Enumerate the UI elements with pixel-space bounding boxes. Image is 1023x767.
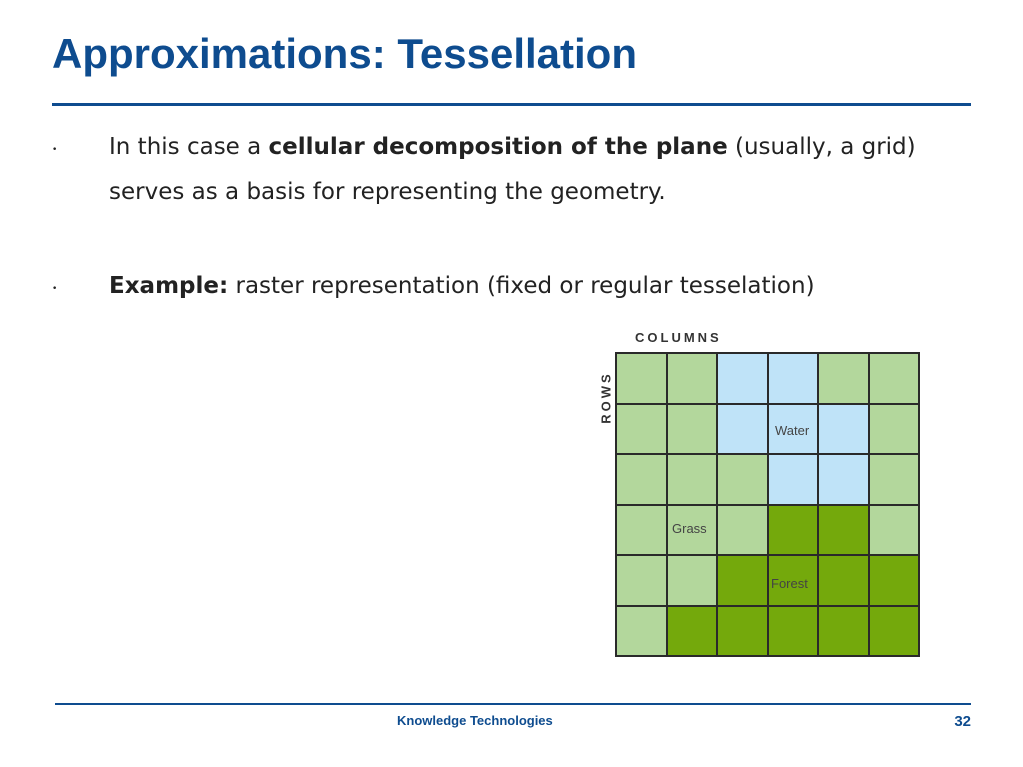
grid-cell-forest xyxy=(818,504,869,555)
grid-cell-grass xyxy=(666,454,717,505)
bullet-2: Example: raster representation (fixed or… xyxy=(109,264,969,309)
grid-cell-grass xyxy=(616,353,667,404)
raster-grid xyxy=(615,352,920,657)
grid-cell-water xyxy=(818,454,869,505)
grid-cell-water xyxy=(767,403,818,454)
grid-cell-grass xyxy=(666,353,717,404)
footer-divider xyxy=(55,703,971,705)
grid-cell-grass xyxy=(868,403,919,454)
forest-label: Forest xyxy=(771,576,808,591)
grid-cell-forest xyxy=(818,555,869,606)
grid-cell-forest xyxy=(666,605,717,656)
columns-label: COLUMNS xyxy=(635,330,722,345)
grid-cell-grass xyxy=(868,504,919,555)
grid-cell-grass xyxy=(616,605,667,656)
grid-cell-water xyxy=(767,454,818,505)
grid-cell-water xyxy=(818,403,869,454)
footer-text: Knowledge Technologies xyxy=(397,713,553,728)
grid-cell-forest xyxy=(868,605,919,656)
grid-cell-grass xyxy=(616,403,667,454)
grid-cell-grass xyxy=(868,454,919,505)
slide-title: Approximations: Tessellation xyxy=(52,30,637,77)
grid-cell-grass xyxy=(818,353,869,404)
grid-cell-grass xyxy=(616,454,667,505)
rows-label: ROWS xyxy=(598,371,614,424)
grid-cell-forest xyxy=(717,555,768,606)
grid-cell-grass xyxy=(666,403,717,454)
grid-cell-water xyxy=(717,403,768,454)
title-divider xyxy=(52,103,971,106)
bullet-1-text: In this case a xyxy=(109,134,269,160)
bullet-icon: • xyxy=(52,284,58,294)
grid-cell-forest xyxy=(818,605,869,656)
water-label: Water xyxy=(775,423,810,438)
grid-cell-water xyxy=(717,353,768,404)
page-number: 32 xyxy=(954,713,971,730)
grid-cell-grass xyxy=(666,555,717,606)
grid-cell-forest xyxy=(767,555,818,606)
grid-cell-grass xyxy=(868,353,919,404)
grid-cell-forest xyxy=(868,555,919,606)
grid-cell-water xyxy=(767,353,818,404)
raster-figure: COLUMNS ROWS Water Grass Forest xyxy=(590,328,930,663)
grid-cell-forest xyxy=(767,605,818,656)
grid-cell-grass xyxy=(717,454,768,505)
bullet-2-bold: Example: xyxy=(109,273,229,299)
grid-cell-forest xyxy=(717,605,768,656)
bullet-2-rest: raster representation (fixed or regular … xyxy=(228,273,815,299)
bullet-1-bold: cellular decomposition of the plane xyxy=(268,134,728,160)
bullet-1: In this case a cellular decomposition of… xyxy=(109,125,969,215)
grid-cell-grass xyxy=(616,504,667,555)
grass-label: Grass xyxy=(672,521,707,536)
grid-cell-forest xyxy=(767,504,818,555)
bullet-1-rest: (usually, a grid) serves as a basis for … xyxy=(109,134,916,205)
grid-cell-grass xyxy=(616,555,667,606)
grid-cell-grass xyxy=(717,504,768,555)
grid-cell-grass xyxy=(666,504,717,555)
bullet-icon: • xyxy=(52,145,58,155)
